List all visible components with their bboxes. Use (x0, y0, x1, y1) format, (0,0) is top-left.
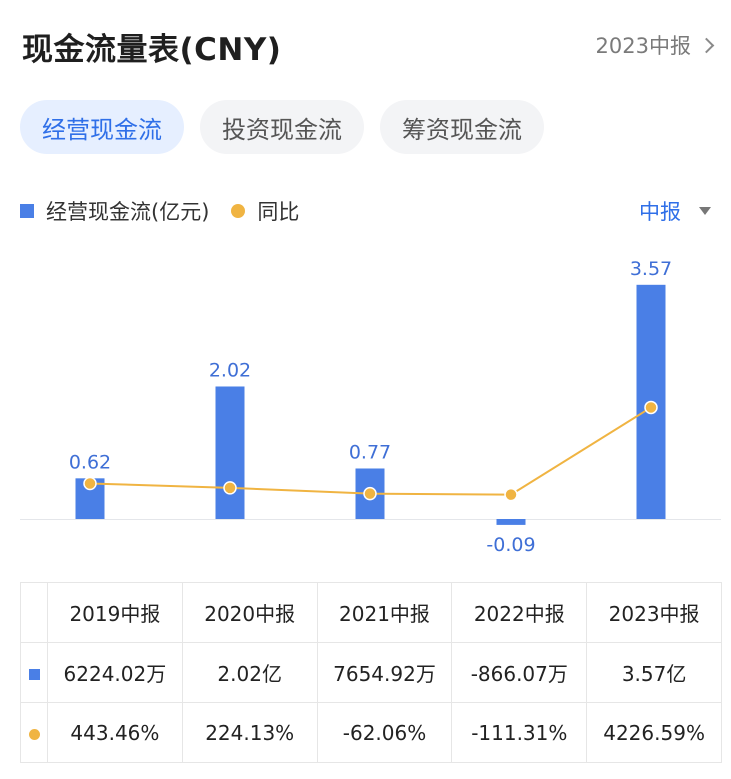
chart-bar (496, 519, 526, 525)
period-select[interactable]: 中报 (639, 196, 711, 226)
table-cell: 2.02亿 (181, 642, 318, 703)
chart-yoy-point (504, 487, 518, 502)
table-header-cell: 2020中报 (181, 582, 318, 643)
line-legend-swatch (231, 204, 246, 218)
table-corner-cell (20, 582, 48, 643)
chart-bar-label: 2.02 (209, 359, 251, 381)
bar-legend-label: 经营现金流(亿元) (46, 200, 210, 224)
table-row-value: 6224.02万 2.02亿 7654.92万 -866.07万 3.57亿 (20, 642, 722, 703)
cashflow-chart: 0.62 2.02 0.77 -0.09 3.57 (20, 258, 721, 556)
table-cell: 3.57亿 (586, 642, 722, 703)
cashflow-table: 2019中报 2020中报 2021中报 2022中报 2023中报 6224.… (20, 582, 722, 763)
tab-financing-cashflow[interactable]: 筹资现金流 (380, 100, 544, 154)
chevron-right-icon (698, 37, 715, 54)
table-header-cell: 2021中报 (316, 582, 453, 643)
chart-bar-label: -0.09 (486, 534, 535, 556)
yoy-row-marker (20, 702, 48, 763)
table-header-cell: 2023中报 (586, 582, 722, 643)
page-title: 现金流量表(CNY) (22, 32, 282, 68)
chart-yoy-point (363, 486, 377, 501)
table-cell: -62.06% (316, 702, 453, 763)
bar-legend-swatch (20, 204, 34, 218)
table-cell: 4226.59% (586, 702, 722, 763)
chart-yoy-point (644, 400, 658, 415)
table-cell: 443.46% (47, 702, 183, 763)
table-cell: -111.31% (451, 702, 588, 763)
bar-marker-icon (28, 668, 40, 680)
chart-bar-label: 0.77 (349, 441, 391, 463)
chart-bar-label: 0.62 (69, 451, 111, 473)
header: 现金流量表(CNY) 2023中报 (22, 18, 715, 68)
table-cell: 7654.92万 (316, 642, 453, 703)
cashflow-tabs: 经营现金流 投资现金流 筹资现金流 (20, 100, 544, 154)
caret-down-icon (699, 207, 711, 215)
chart-yoy-point (223, 481, 237, 495)
table-header-row: 2019中报 2020中报 2021中报 2022中报 2023中报 (20, 582, 722, 643)
chart-legend: 经营现金流(亿元) 同比 (20, 196, 299, 226)
value-row-marker (20, 642, 48, 703)
tab-operating-cashflow[interactable]: 经营现金流 (20, 100, 184, 154)
table-row-yoy: 443.46% 224.13% -62.06% -111.31% 4226.59… (20, 702, 722, 763)
chart-bar (215, 386, 245, 519)
table-header-cell: 2022中报 (451, 582, 588, 643)
chart-bar-label: 3.57 (630, 258, 672, 280)
table-cell: 224.13% (181, 702, 318, 763)
report-period-label: 2023中报 (595, 34, 691, 58)
line-legend-label: 同比 (257, 200, 300, 224)
line-marker-icon (28, 728, 40, 740)
table-cell: 6224.02万 (47, 642, 183, 703)
table-header-cell: 2019中报 (47, 582, 183, 643)
chart-yoy-point (83, 476, 97, 491)
report-period-link[interactable]: 2023中报 (595, 30, 715, 60)
table-cell: -866.07万 (451, 642, 588, 703)
period-select-label: 中报 (639, 200, 681, 224)
tab-investing-cashflow[interactable]: 投资现金流 (200, 100, 364, 154)
